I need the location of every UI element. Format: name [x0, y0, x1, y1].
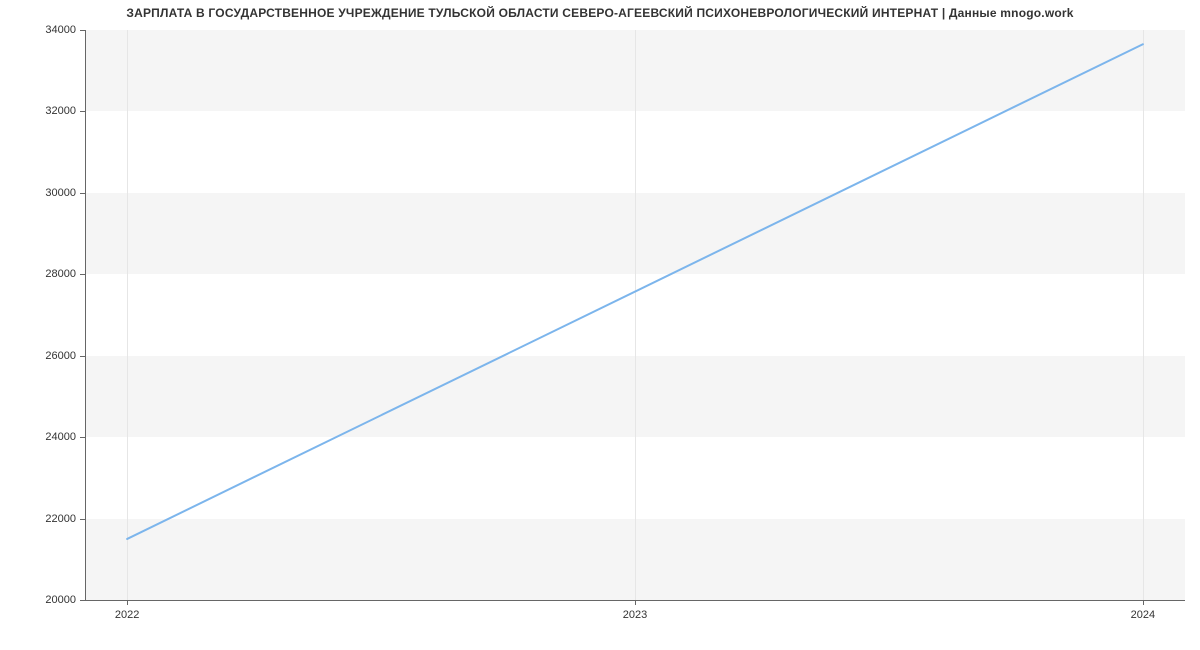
y-tick: [80, 30, 85, 31]
x-tick: [1143, 600, 1144, 605]
y-tick: [80, 111, 85, 112]
y-tick: [80, 274, 85, 275]
y-tick-label: 20000: [16, 594, 76, 606]
y-tick: [80, 519, 85, 520]
series-line-salary: [127, 44, 1143, 539]
series-layer: [85, 30, 1185, 600]
y-axis-line: [85, 30, 86, 600]
x-tick-label: 2023: [623, 609, 647, 621]
y-tick: [80, 437, 85, 438]
x-tick-label: 2024: [1131, 609, 1155, 621]
y-tick: [80, 356, 85, 357]
y-tick-label: 30000: [16, 187, 76, 199]
x-tick: [127, 600, 128, 605]
salary-line-chart: ЗАРПЛАТА В ГОСУДАРСТВЕННОЕ УЧРЕЖДЕНИЕ ТУ…: [0, 0, 1200, 650]
chart-title: ЗАРПЛАТА В ГОСУДАРСТВЕННОЕ УЧРЕЖДЕНИЕ ТУ…: [0, 6, 1200, 20]
y-tick-label: 32000: [16, 105, 76, 117]
y-tick-label: 24000: [16, 431, 76, 443]
y-tick-label: 34000: [16, 24, 76, 36]
x-tick-label: 2022: [115, 609, 139, 621]
x-tick: [635, 600, 636, 605]
y-tick-label: 26000: [16, 350, 76, 362]
y-tick-label: 28000: [16, 268, 76, 280]
plot-area: 2000022000240002600028000300003200034000…: [85, 30, 1185, 600]
y-tick: [80, 600, 85, 601]
y-tick-label: 22000: [16, 513, 76, 525]
y-tick: [80, 193, 85, 194]
